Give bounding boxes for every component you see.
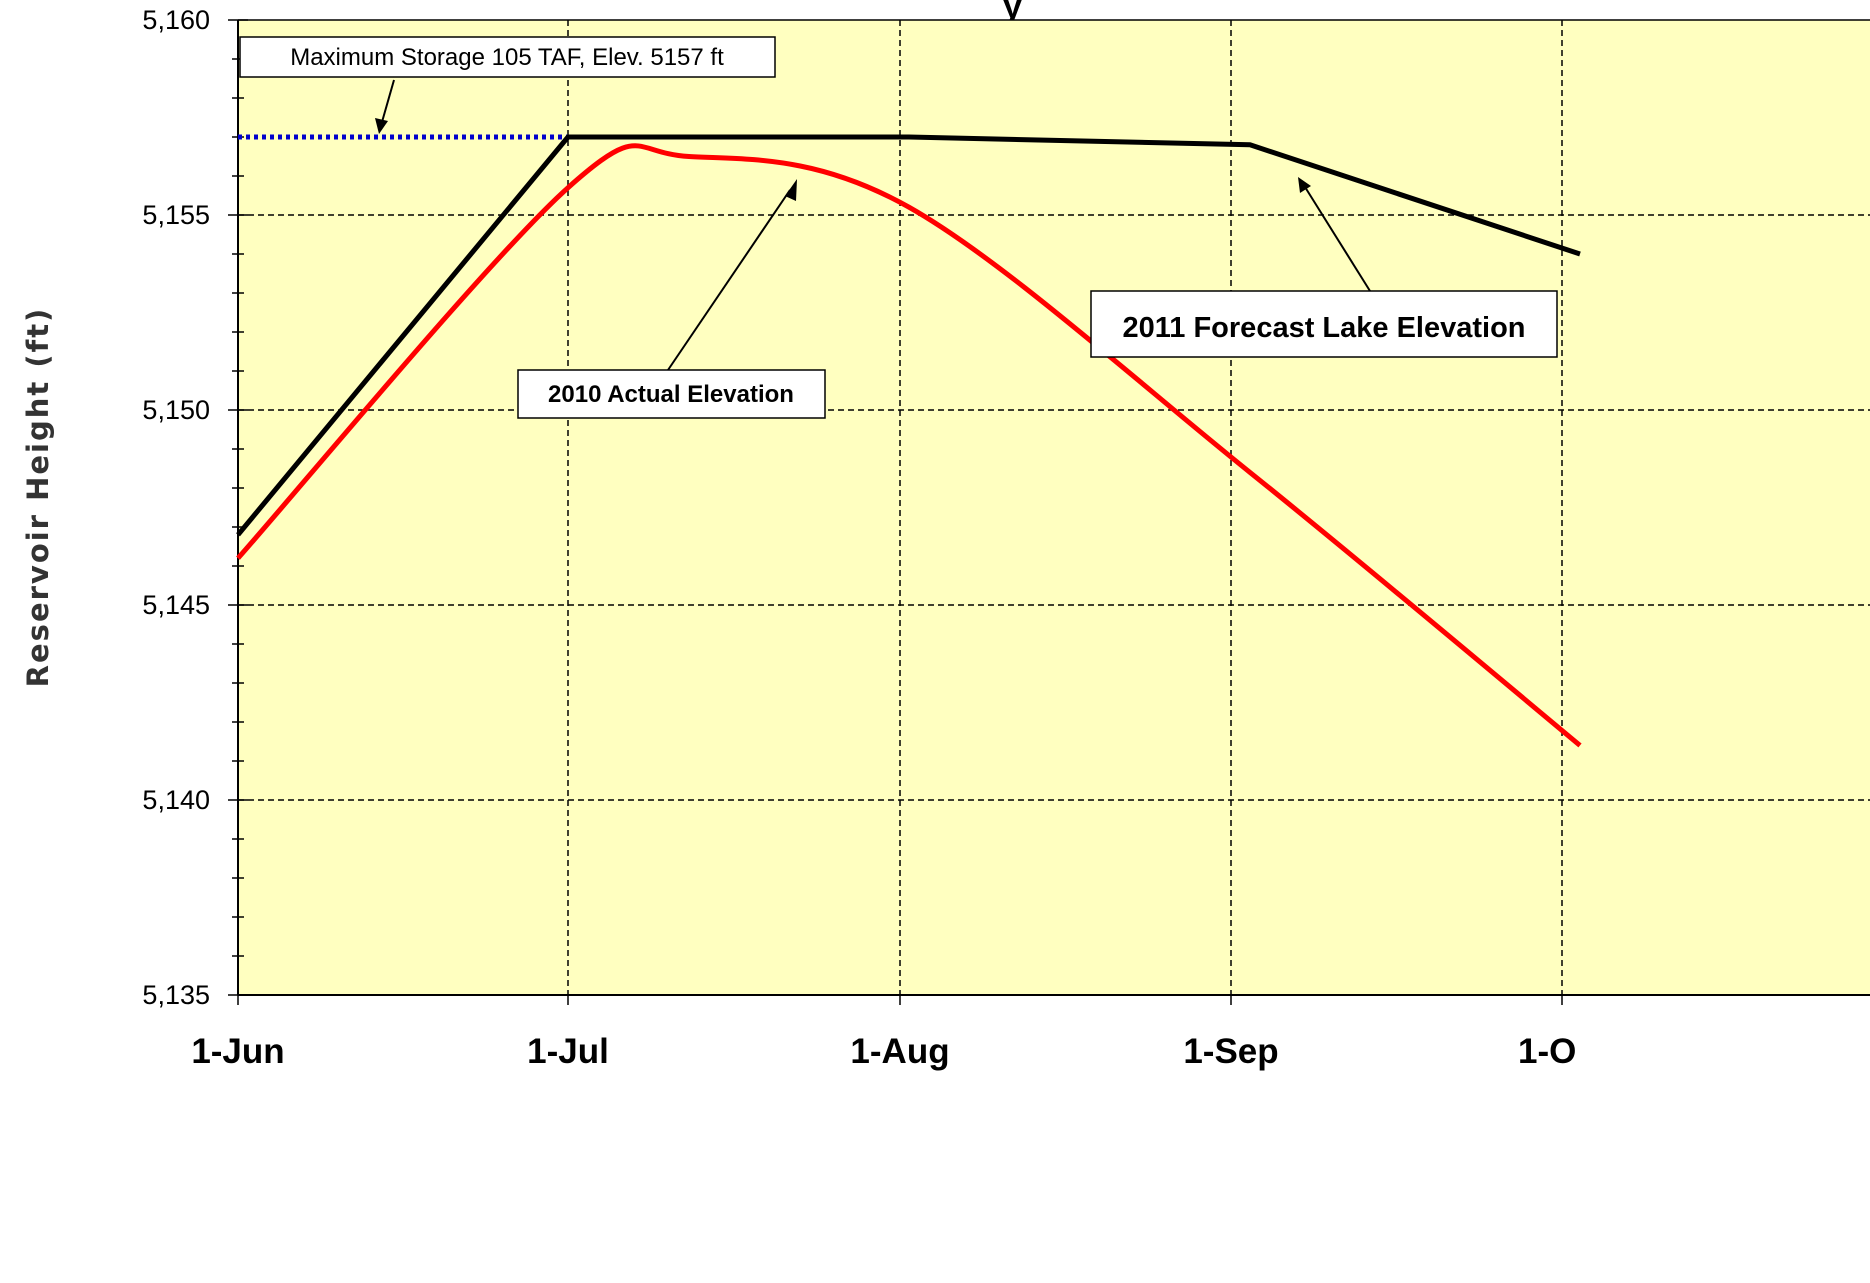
series-forecast-2011-line [236,134,1581,537]
actual-elevation-arrowhead [785,179,797,201]
x-axis-ticks: 1-Jun 1-Jul 1-Aug 1-Sep 1-O [191,995,1576,1071]
annotation-actual-elevation: 2010 Actual Elevation [517,369,826,419]
plot-area [238,20,1870,995]
forecast-elevation-arrow [1304,186,1371,292]
y-axis-ticks: 5,135 5,140 5,145 5,150 5,155 5,160 [142,5,248,1010]
annotation-max-storage-text: Maximum Storage 105 TAF, Elev. 5157 ft [290,44,724,71]
x-tick-label: 1-Jun [191,1032,284,1071]
y-tick-label: 5,140 [142,785,210,815]
x-tick-label: 1-O [1518,1032,1576,1071]
x-tick-label: 1-Sep [1183,1032,1278,1071]
x-tick-label: 1-Jul [527,1032,609,1071]
annotation-actual-elevation-text: 2010 Actual Elevation [548,381,794,408]
annotation-forecast-elevation-text: 2011 Forecast Lake Elevation [1123,312,1526,344]
annotation-arrows [375,79,1371,371]
y-tick-label: 5,150 [142,395,210,425]
y-tick-label: 5,155 [142,200,210,230]
y-tick-label: 5,135 [142,980,210,1010]
series-actual-2010-line [236,143,1582,748]
actual-elevation-arrow [667,189,791,371]
annotation-forecast-elevation: 2011 Forecast Lake Elevation [1090,290,1558,358]
max-storage-arrowhead [375,118,388,134]
y-tick-label: 5,160 [142,5,210,35]
x-tick-label: 1-Aug [850,1032,949,1071]
forecast-elevation-arrowhead [1298,177,1311,193]
series-layer [236,134,1582,748]
max-storage-arrow [381,79,395,123]
gridlines [238,20,1870,995]
y-tick-label: 5,145 [142,590,210,620]
annotation-max-storage: Maximum Storage 105 TAF, Elev. 5157 ft [239,36,776,78]
y-axis-label: Reservoir Height (ft) [21,307,55,688]
